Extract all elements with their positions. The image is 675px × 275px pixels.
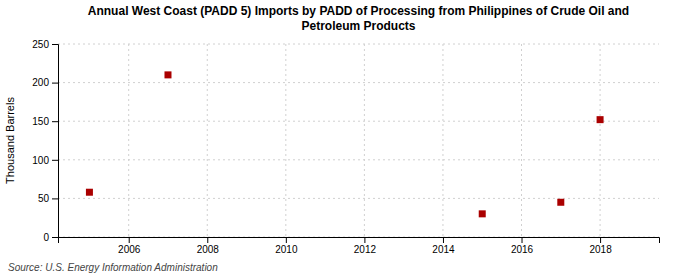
x-tick-label: 2016 [511,244,534,255]
y-tick-label: 50 [38,193,50,204]
x-tick-mark [364,237,365,243]
x-tick-label: 2010 [275,244,298,255]
x-tick-label: 2006 [118,244,141,255]
y-axis: 0 50 100 150 200 250 [32,39,58,243]
x-tick-mark [522,237,523,243]
grid-line-x [128,44,129,237]
grid-line-y [58,198,659,199]
y-tick-label: 0 [43,232,49,243]
y-axis-line [52,45,59,238]
grid-line-y [58,44,659,45]
x-tick-mark [443,237,444,243]
x-tick: 2008 [197,237,220,255]
grid-line-x [600,44,601,237]
grid-line-x [364,44,365,237]
x-tick-label: 2018 [589,244,612,255]
y-tick: 0 [43,232,58,243]
y-tick-mark [52,237,58,238]
y-tick-label: 250 [32,39,49,50]
y-tick: 200 [32,77,58,88]
point [86,189,93,196]
point [557,199,564,206]
grid-line-y [58,159,659,160]
chart: 2006 2008 2010 2012 2014 2016 2018 0 50 100 150 200… [0,0,675,275]
grid-line-y [58,82,659,83]
source-note: Source: U.S. Energy Information Administ… [8,262,218,273]
title: Annual West Coast (PADD 5) Imports by PA… [88,4,629,33]
x-tick-mark [129,237,130,243]
grid-line-y [58,121,659,122]
y-tick-label: 100 [32,155,49,166]
x-tick-label: 2012 [354,244,377,255]
grid-line-x [442,44,443,237]
grid [58,44,659,237]
y-axis-title: Thousand Barrels [4,97,16,184]
title-line: Petroleum Products [301,19,415,33]
y-tick-mark [52,121,58,122]
y-tick-label: 150 [32,116,49,127]
x-tick-label: 2014 [432,244,455,255]
grid-line-x [207,44,208,237]
grid-line-x [521,44,522,237]
x-tick-mark [286,237,287,243]
point [479,210,486,217]
title-line: Annual West Coast (PADD 5) Imports by PA… [88,4,629,18]
x-tick: 2018 [589,237,612,255]
x-tick-mark [600,237,601,243]
x-tick-label: 2008 [197,244,220,255]
x-axis: 2006 2008 2010 2012 2014 2016 2018 [59,237,660,255]
x-tick: 2006 [118,237,141,255]
plot: 2006 2008 2010 2012 2014 2016 2018 0 50 100 150 200… [32,39,659,255]
y-tick-mark [52,160,58,161]
x-axis-line [59,238,660,244]
y-tick-mark [52,44,58,45]
y-tick: 250 [32,39,58,50]
y-tick-label: 200 [32,77,49,88]
grid-line-x [285,44,286,237]
y-tick: 50 [38,193,58,204]
points [86,71,604,217]
y-tick: 100 [32,155,58,166]
x-tick: 2016 [511,237,534,255]
point [597,116,604,123]
y-tick: 150 [32,116,58,127]
x-tick-mark [207,237,208,243]
y-tick-mark [52,198,58,199]
x-tick: 2014 [432,237,455,255]
point [164,71,171,78]
x-tick: 2012 [354,237,377,255]
x-tick: 2010 [275,237,298,255]
y-tick-mark [52,83,58,84]
